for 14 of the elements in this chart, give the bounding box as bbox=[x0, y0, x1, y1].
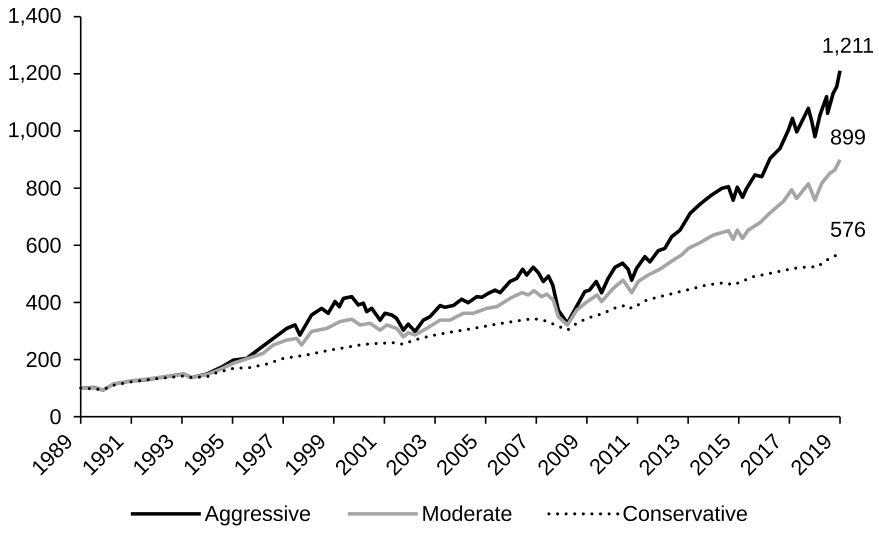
data-label: 576 bbox=[830, 222, 865, 237]
data-label: 1,211 bbox=[824, 38, 874, 56]
legend-label: Moderate bbox=[423, 505, 512, 522]
y-tick-label: 0 bbox=[50, 409, 61, 424]
legend-label: Aggressive bbox=[204, 505, 310, 526]
y-tick-label: 400 bbox=[26, 294, 61, 310]
y-tick-label: 600 bbox=[26, 238, 61, 253]
y-tick-label: 800 bbox=[26, 180, 61, 196]
y-tick-label: 1,000 bbox=[9, 122, 61, 140]
data-label: 899 bbox=[831, 129, 865, 145]
y-tick-label: 1,200 bbox=[9, 64, 61, 83]
legend-label: Conservative bbox=[624, 505, 747, 522]
y-tick-label: 1,400 bbox=[9, 8, 61, 26]
y-tick-label: 200 bbox=[26, 352, 61, 368]
